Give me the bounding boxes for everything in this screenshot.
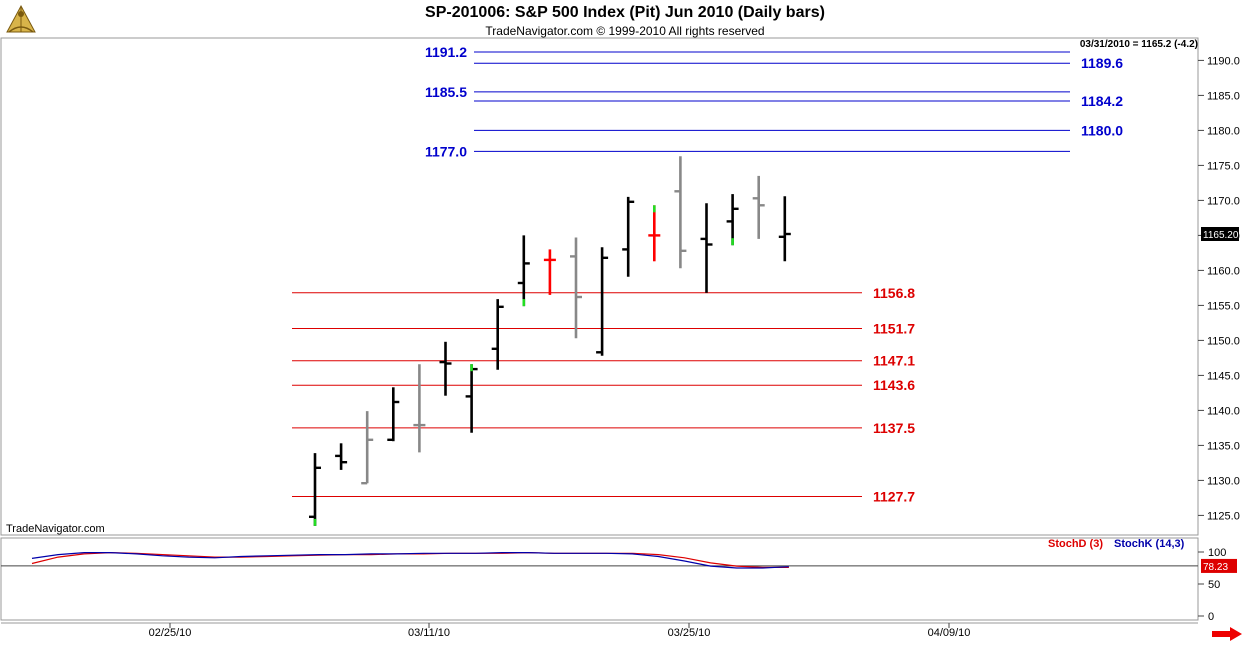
chart-subtitle: TradeNavigator.com © 1999-2010 All right…: [485, 24, 765, 38]
ohlc-bar: [570, 237, 582, 339]
stoch-k-line: [31, 552, 789, 569]
support-label: 1151.7: [873, 321, 915, 337]
last-price-info: 03/31/2010 = 1165.2 (-4.2): [1079, 39, 1198, 50]
y-tick-label: 1135.0: [1207, 440, 1240, 452]
y-tick-label: 1145.0: [1207, 370, 1240, 382]
ohlc-bar: [491, 299, 504, 370]
ohlc-bar: [335, 443, 348, 470]
x-tick-label: 04/09/10: [928, 627, 971, 639]
y-tick-label: 1140.0: [1207, 405, 1240, 417]
ohlc-bar: [543, 249, 556, 295]
resistance-label: 1180.0: [1081, 122, 1123, 138]
ohlc-bar: [387, 387, 400, 442]
watermark: TradeNavigator.com: [6, 523, 105, 535]
support-label: 1137.5: [873, 420, 915, 436]
resistance-label: 1185.5: [425, 84, 467, 100]
x-tick-label: 02/25/10: [149, 627, 192, 639]
ohlc-bar: [778, 196, 791, 262]
ohlc-bar: [622, 196, 635, 277]
x-tick-label: 03/25/10: [668, 627, 711, 639]
y-tick-label: 1125.0: [1207, 510, 1240, 522]
y-tick-label: 1190.0: [1207, 55, 1240, 67]
support-label: 1143.6: [873, 377, 915, 393]
resistance-label: 1184.2: [1081, 93, 1123, 109]
last-price-label: 1165.20: [1203, 230, 1239, 241]
scroll-right-arrow-icon[interactable]: [1212, 627, 1242, 646]
support-label: 1127.7: [873, 489, 915, 505]
ohlc-bar: [674, 156, 687, 269]
support-label: 1147.1: [873, 353, 915, 369]
ohlc-bar: [596, 247, 609, 356]
ohlc-bar: [752, 175, 765, 239]
y-tick-label: 1185.0: [1207, 90, 1240, 102]
x-tick-label: 03/11/10: [408, 627, 450, 639]
ohlc-bar: [726, 194, 739, 246]
price-panel-frame: [0, 37, 1199, 536]
resistance-label: 1191.2: [425, 44, 467, 60]
y-tick-label: 1130.0: [1207, 475, 1240, 487]
last-price-box: [1201, 227, 1239, 241]
stoch-k-legend: StochK (14,3): [1114, 538, 1185, 550]
ohlc-bar: [517, 235, 530, 307]
ohlc-bar: [439, 341, 452, 396]
y-tick-label: 1170.0: [1207, 195, 1240, 207]
y-tick-label: 1150.0: [1207, 335, 1240, 347]
stoch-current-box: [1201, 558, 1237, 573]
y-tick-label: 1160.0: [1207, 265, 1240, 277]
resistance-label: 1177.0: [425, 143, 467, 159]
stoch-y-tick-label: 50: [1208, 579, 1220, 591]
stoch-d-legend: StochD (3): [1048, 538, 1103, 550]
stoch-y-tick-label: 0: [1208, 611, 1214, 623]
y-tick-label: 1175.0: [1207, 160, 1240, 172]
resistance-label: 1189.6: [1081, 55, 1123, 71]
sextant-logo-icon: [4, 4, 38, 36]
y-tick-label: 1180.0: [1207, 125, 1240, 137]
stoch-current-label: 78.23: [1203, 562, 1228, 573]
y-tick-label: 1155.0: [1207, 300, 1240, 312]
stoch-panel-frame: [0, 537, 1199, 621]
ohlc-bar: [361, 411, 374, 485]
chart-title: SP-201006: S&P 500 Index (Pit) Jun 2010 …: [425, 4, 825, 21]
ohlc-bar: [700, 203, 713, 293]
ohlc-bar: [648, 205, 661, 262]
ohlc-bar: [309, 453, 321, 526]
ohlc-bar: [413, 364, 426, 453]
stoch-y-tick-label: 100: [1208, 547, 1226, 559]
ohlc-bar: [465, 364, 478, 433]
support-label: 1156.8: [873, 285, 915, 301]
